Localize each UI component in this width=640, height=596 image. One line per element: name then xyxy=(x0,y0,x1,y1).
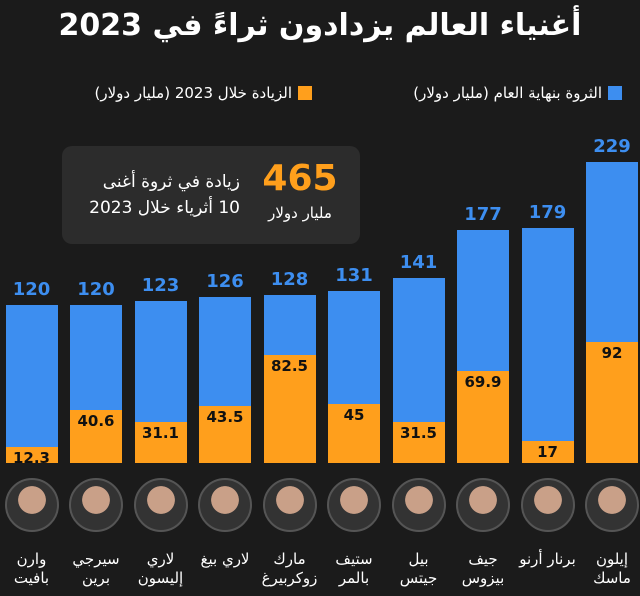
category-label: لاري بيغ xyxy=(200,550,250,568)
legend-item: الثروة بنهاية العام (مليار دولار) xyxy=(413,84,622,102)
bar xyxy=(521,227,574,463)
chart-title: أغنياء العالم يزدادون ثراءً في 2023 xyxy=(58,8,582,43)
bar xyxy=(5,305,58,463)
bar xyxy=(5,446,58,463)
face xyxy=(456,478,510,532)
legend-label: الزيادة خلال 2023 (مليار دولار) xyxy=(94,84,292,102)
value-label: 12.3 xyxy=(12,448,50,467)
value-label: 69.9 xyxy=(464,373,502,392)
face xyxy=(391,478,446,532)
legend-swatch xyxy=(298,86,312,100)
value-label: 128 xyxy=(270,268,309,290)
bar xyxy=(392,421,445,463)
callout-text: 10 أثرياء خلال 2023 xyxy=(89,198,240,218)
value-label: 141 xyxy=(399,251,438,273)
value-label: 43.5 xyxy=(206,407,244,426)
bar xyxy=(328,403,380,463)
legend-swatch xyxy=(608,86,622,100)
value-label: 179 xyxy=(528,201,567,223)
callout-box xyxy=(62,146,360,244)
category-label: بيل جيتس xyxy=(399,550,438,587)
bar xyxy=(134,422,187,463)
value-label: 17 xyxy=(537,442,558,461)
face xyxy=(520,478,575,532)
face xyxy=(69,478,123,532)
value-label: 123 xyxy=(141,275,180,297)
category-label: إيلون ماسك xyxy=(593,550,631,587)
face xyxy=(585,478,639,532)
bar xyxy=(199,405,251,463)
face xyxy=(198,478,252,532)
value-label: 82.5 xyxy=(270,356,308,375)
legend-label: الثروة بنهاية العام (مليار دولار) xyxy=(413,84,602,102)
category-label: لاري إليسون xyxy=(137,550,184,587)
value-label: 120 xyxy=(77,279,115,301)
value-label: 177 xyxy=(464,204,502,226)
face xyxy=(4,478,59,532)
bar xyxy=(263,354,316,463)
bar xyxy=(586,342,638,463)
callout-text: زيادة في ثروة أغنى xyxy=(102,172,240,192)
callout-unit: مليار دولار xyxy=(268,204,332,222)
bar xyxy=(70,409,122,463)
value-label: 92 xyxy=(601,344,623,363)
value-label: 31.5 xyxy=(399,423,437,442)
category-label: مارك زوكربيرغ xyxy=(261,550,318,587)
value-label: 31.1 xyxy=(141,424,179,443)
face xyxy=(133,478,188,532)
value-label: 40.6 xyxy=(77,411,115,430)
face xyxy=(262,478,317,532)
bar xyxy=(521,440,574,463)
callout-value: 465 xyxy=(262,158,338,199)
value-label: 131 xyxy=(335,264,373,286)
legend-item: الزيادة خلال 2023 (مليار دولار) xyxy=(95,84,312,102)
category-label: برنار أرنو xyxy=(519,550,576,568)
bar xyxy=(457,371,509,463)
category-label: جيف بيزوس xyxy=(461,550,505,587)
category-label: وارن بافيت xyxy=(13,550,50,587)
category-label: سيرجي برين xyxy=(72,550,120,587)
value-label: 229 xyxy=(593,136,631,157)
value-label: 120 xyxy=(12,279,51,301)
category-label: ستيف بالمر xyxy=(335,550,373,587)
value-label: 45 xyxy=(343,405,365,424)
face xyxy=(327,478,381,532)
value-label: 126 xyxy=(206,271,244,293)
